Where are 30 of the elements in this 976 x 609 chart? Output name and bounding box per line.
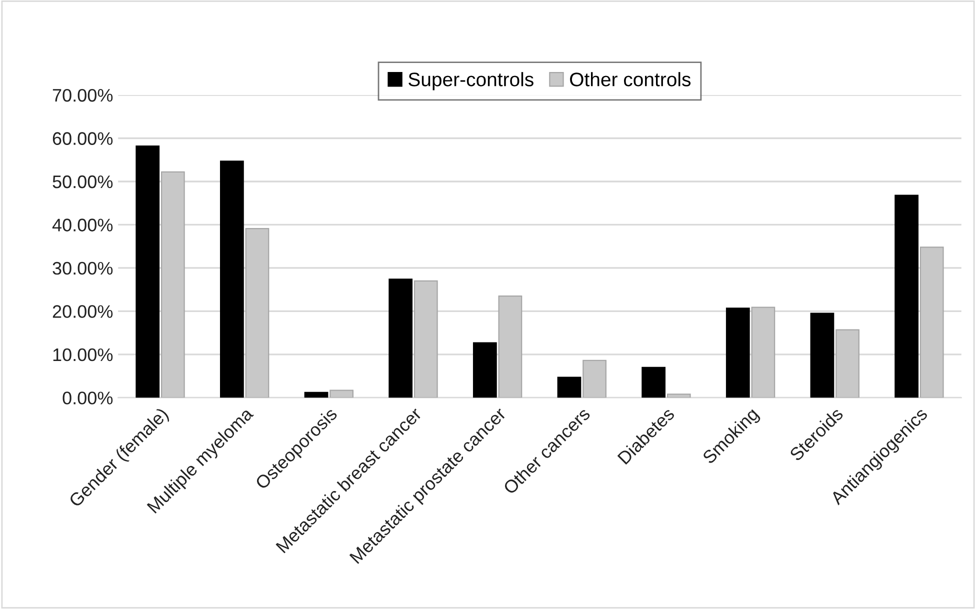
y-tick-label: 50.00%: [52, 175, 113, 188]
bar: [642, 366, 666, 398]
y-tick-label: 10.00%: [53, 348, 113, 362]
bar: [330, 390, 354, 398]
bar: [810, 312, 834, 398]
y-tick-label: 40.00%: [52, 218, 113, 232]
bar: [557, 376, 582, 398]
bar: [160, 171, 185, 398]
bar: [472, 342, 497, 398]
bar: [136, 145, 160, 398]
legend-label: Other controls: [570, 72, 691, 86]
bar: [582, 360, 606, 398]
bar: [836, 329, 860, 398]
bar: [388, 278, 413, 398]
bar: [414, 280, 438, 398]
bar: [726, 308, 750, 398]
y-tick-label: 30.00%: [52, 262, 113, 275]
bar: [245, 228, 270, 398]
bar: [220, 160, 244, 398]
bar: [894, 194, 918, 398]
y-tick-label: 70.00%: [52, 88, 113, 102]
y-tick-label: 60.00%: [52, 132, 113, 145]
legend-label: Super-controls: [408, 72, 534, 90]
bar: [920, 246, 944, 398]
bar: [751, 306, 776, 398]
bar: [304, 392, 328, 398]
y-tick-label: 0.00%: [62, 392, 113, 404]
bar: [498, 296, 522, 398]
y-tick-label: 20.00%: [52, 305, 113, 318]
bar: [666, 394, 691, 398]
